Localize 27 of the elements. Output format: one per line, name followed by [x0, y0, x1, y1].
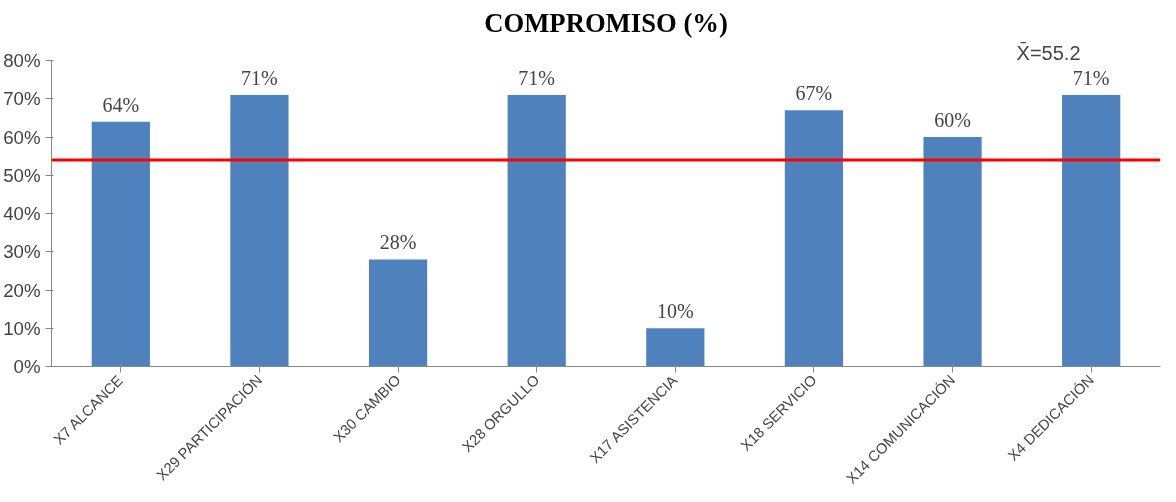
bar	[1062, 94, 1121, 367]
data-label: 28%	[379, 231, 417, 254]
y-tick-label: 80%	[3, 50, 41, 71]
y-tick-label: 50%	[3, 164, 41, 186]
bar	[368, 259, 428, 367]
y-tick-label: 10%	[3, 317, 41, 339]
data-label: 67%	[795, 82, 833, 105]
bar	[784, 110, 844, 367]
y-tick-label: 70%	[3, 88, 41, 110]
data-label: 71%	[241, 66, 278, 89]
data-label: 71%	[518, 66, 556, 89]
bar	[230, 94, 289, 367]
bar	[91, 121, 150, 367]
annotation: X̄=55.2	[1016, 41, 1081, 64]
data-label: 64%	[102, 93, 140, 116]
bar	[923, 137, 982, 367]
y-tick-label: 0%	[13, 356, 41, 377]
y-tick-label: 60%	[3, 126, 41, 148]
bar	[507, 94, 566, 367]
chart-title: COMPROMISO (%)	[484, 7, 728, 38]
y-tick-label: 30%	[3, 241, 41, 263]
data-label: 10%	[656, 300, 694, 323]
bar	[646, 328, 705, 367]
data-label: 71%	[1072, 66, 1110, 89]
data-label: 60%	[934, 109, 971, 131]
y-tick-label: 20%	[3, 279, 41, 301]
y-tick-label: 40%	[3, 203, 41, 224]
